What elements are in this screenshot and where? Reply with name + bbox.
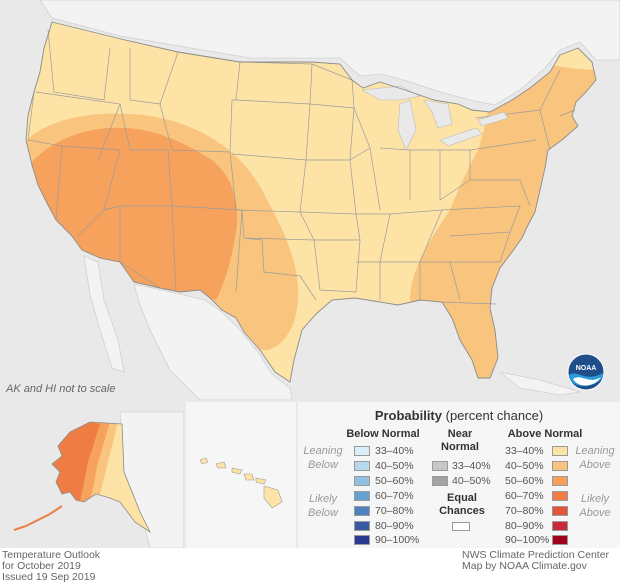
below-swatch-4 (354, 491, 370, 501)
below-normal-header: Below Normal (346, 428, 420, 440)
footer: Temperature Outlook for October 2019 Iss… (0, 548, 620, 585)
above-swatch-6 (552, 521, 568, 531)
footer-issued: Issued 19 Sep 2019 (2, 571, 96, 583)
hawaii-map (199, 457, 283, 509)
below-swatch-6 (354, 521, 370, 531)
footer-source: NWS Climate Prediction Center (462, 549, 610, 561)
below-swatch-5 (354, 506, 370, 516)
noaa-logo: NOAA (567, 353, 605, 391)
above-swatch-4 (552, 491, 568, 501)
footer-period: for October 2019 (2, 560, 81, 572)
alaska-outline (51, 421, 152, 534)
above-label-3: 50–60% (505, 475, 544, 487)
leaning-below-label: Leaning Below (303, 445, 343, 471)
below-label-7: 90–100% (375, 534, 420, 546)
equal-chances-label: Equal Chances (439, 492, 485, 517)
great-lakes (361, 85, 509, 151)
near-swatch-2 (432, 476, 448, 486)
legend-panel: Probability (percent chance) Below Norma… (298, 402, 620, 548)
alaska-inset (0, 402, 185, 549)
above-normal-header: Above Normal (507, 428, 583, 440)
above-label-4: 60–70% (505, 490, 544, 502)
equal-chances-swatch (452, 522, 470, 531)
zone-southwest-50-60 (26, 127, 238, 300)
below-swatch-2 (354, 461, 370, 471)
above-label-2: 40–50% (505, 460, 544, 472)
below-label-1: 33–40% (375, 445, 414, 457)
above-swatch-1 (552, 446, 568, 456)
scale-note: AK and HI not to scale (6, 383, 116, 395)
footer-credit: Map by NOAA Climate.gov (462, 560, 587, 572)
near-swatch-1 (432, 461, 448, 471)
noaa-logo-icon: NOAA (567, 353, 605, 391)
below-swatch-1 (354, 446, 370, 456)
conus-temperature-map (25, 0, 620, 400)
canada-land (39, 0, 620, 106)
above-label-5: 70–80% (505, 505, 544, 517)
noaa-logo-text: NOAA (576, 365, 597, 372)
below-label-5: 70–80% (375, 505, 414, 517)
above-label-7: 90–100% (505, 534, 550, 546)
aleutian-islands (13, 505, 63, 531)
below-swatch-7 (354, 535, 370, 545)
below-label-6: 80–90% (375, 520, 414, 532)
above-swatch-5 (552, 506, 568, 516)
leaning-above-label: Leaning Above (575, 445, 615, 471)
below-label-2: 40–50% (375, 460, 414, 472)
baja-land (83, 255, 125, 373)
state-boundaries (27, 29, 576, 305)
above-swatch-3 (552, 476, 568, 486)
above-label-1: 33–40% (505, 445, 544, 457)
below-label-4: 60–70% (375, 490, 414, 502)
legend-subtitle: (percent chance) (445, 408, 544, 423)
likely-above-label: Likely Above (579, 493, 611, 519)
below-swatch-3 (354, 476, 370, 486)
hawaii-inset (186, 402, 296, 548)
footer-title: Temperature Outlook (2, 549, 101, 561)
conus-outline (25, 21, 597, 383)
near-label-1: 33–40% (452, 460, 491, 472)
above-label-6: 80–90% (505, 520, 544, 532)
mexico-land (133, 283, 293, 400)
above-swatch-2 (552, 461, 568, 471)
likely-below-label: Likely Below (308, 493, 338, 519)
near-normal-header: Near Normal (441, 428, 479, 453)
near-label-2: 40–50% (452, 475, 491, 487)
below-label-3: 50–60% (375, 475, 414, 487)
legend-title: Probability (374, 408, 442, 423)
legend-title-row: Probability (percent chance) (298, 408, 620, 423)
canada-land-ak (119, 411, 185, 549)
alaska-map (13, 411, 185, 549)
above-swatch-7 (552, 535, 568, 545)
cuba-land (499, 371, 581, 396)
